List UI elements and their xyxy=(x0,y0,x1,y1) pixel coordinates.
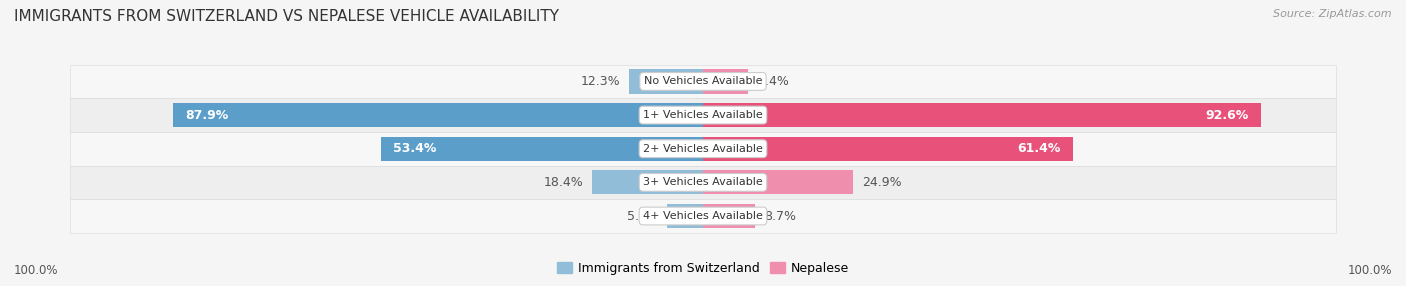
Bar xyxy=(70,132,1336,166)
Text: 92.6%: 92.6% xyxy=(1206,109,1249,122)
Text: 8.7%: 8.7% xyxy=(765,210,796,223)
Legend: Immigrants from Switzerland, Nepalese: Immigrants from Switzerland, Nepalese xyxy=(551,257,855,280)
Text: 87.9%: 87.9% xyxy=(186,109,229,122)
Bar xyxy=(703,103,1261,127)
Text: 2+ Vehicles Available: 2+ Vehicles Available xyxy=(643,144,763,154)
Text: 1+ Vehicles Available: 1+ Vehicles Available xyxy=(643,110,763,120)
Text: No Vehicles Available: No Vehicles Available xyxy=(644,76,762,86)
Text: 12.3%: 12.3% xyxy=(581,75,620,88)
Bar xyxy=(703,204,755,228)
Bar xyxy=(628,69,703,94)
Bar xyxy=(381,137,703,161)
Bar xyxy=(70,199,1336,233)
Bar xyxy=(70,65,1336,98)
Text: 5.9%: 5.9% xyxy=(627,210,658,223)
Text: 3+ Vehicles Available: 3+ Vehicles Available xyxy=(643,177,763,187)
Text: Source: ZipAtlas.com: Source: ZipAtlas.com xyxy=(1274,9,1392,19)
Text: 7.4%: 7.4% xyxy=(756,75,789,88)
Text: 18.4%: 18.4% xyxy=(543,176,583,189)
Text: IMMIGRANTS FROM SWITZERLAND VS NEPALESE VEHICLE AVAILABILITY: IMMIGRANTS FROM SWITZERLAND VS NEPALESE … xyxy=(14,9,560,23)
Bar xyxy=(70,98,1336,132)
Bar xyxy=(592,170,703,194)
Text: 4+ Vehicles Available: 4+ Vehicles Available xyxy=(643,211,763,221)
Text: 24.9%: 24.9% xyxy=(862,176,901,189)
Bar xyxy=(70,166,1336,199)
Text: 53.4%: 53.4% xyxy=(394,142,437,155)
Bar xyxy=(668,204,703,228)
Text: 61.4%: 61.4% xyxy=(1018,142,1062,155)
Text: 100.0%: 100.0% xyxy=(14,265,59,277)
Text: 100.0%: 100.0% xyxy=(1347,265,1392,277)
Bar xyxy=(703,137,1073,161)
Bar xyxy=(703,69,748,94)
Bar xyxy=(703,170,853,194)
Bar xyxy=(173,103,703,127)
